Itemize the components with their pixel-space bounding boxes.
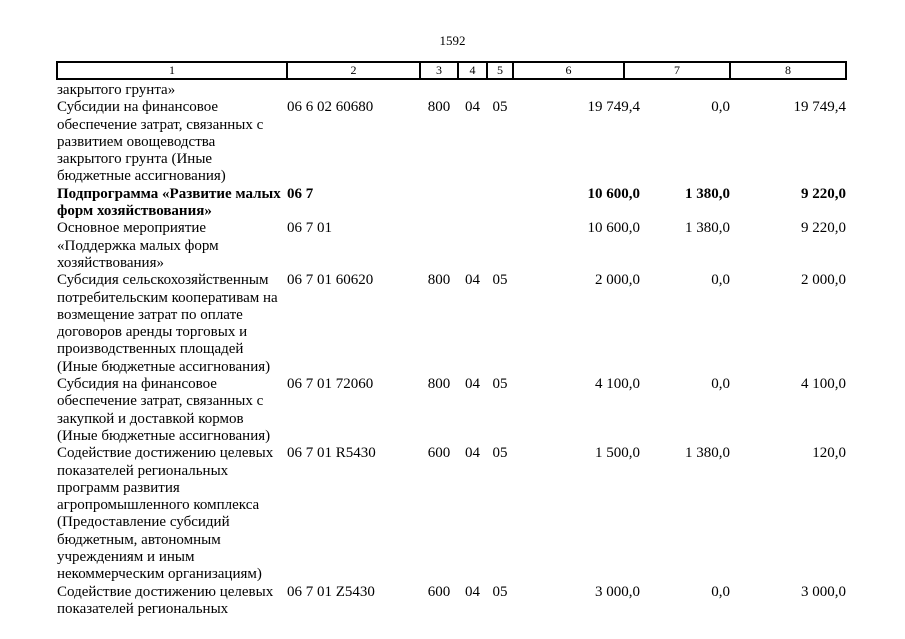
expense-type-cell: 800 xyxy=(427,99,451,116)
column-header-4: 4 xyxy=(457,61,488,80)
amount-col8-cell: 9 220,0 xyxy=(801,185,846,202)
subsection-code-cell: 05 xyxy=(492,583,508,600)
program-name-cell: Подпрограмма «Развитие малых форм хозяйс… xyxy=(57,185,281,220)
section-code-cell: 04 xyxy=(465,272,480,289)
amount-col6-cell: 10 600,0 xyxy=(587,220,641,237)
amount-col8-cell: 4 100,0 xyxy=(801,376,846,393)
amount-col7-cell: 1 380,0 xyxy=(685,445,730,462)
amount-col8-cell: 120,0 xyxy=(812,445,846,462)
budget-code-cell xyxy=(287,82,420,99)
section-code-cell: 04 xyxy=(465,376,480,393)
table-row: Субсидия сельскохозяйственным потребител… xyxy=(57,272,846,376)
section-code-cell: 04 xyxy=(465,445,480,462)
table-row: Основное мероприятие «Поддержка малых фо… xyxy=(57,220,846,272)
budget-code-cell: 06 7 xyxy=(287,185,314,202)
amount-col6-cell: 19 749,4 xyxy=(587,99,641,116)
amount-col7-cell: 1 380,0 xyxy=(685,220,730,237)
column-header-5: 5 xyxy=(486,61,514,80)
subsection-code-cell: 05 xyxy=(492,99,508,116)
column-header-8: 8 xyxy=(729,61,847,80)
table-row: закрытого грунта» xyxy=(57,82,846,99)
expense-type-cell: 800 xyxy=(427,272,451,289)
header-row: 1 2 3 4 5 6 7 8 xyxy=(56,61,847,80)
expense-type-cell: 800 xyxy=(427,376,451,393)
subsection-code-cell xyxy=(487,220,513,272)
subsection-code-cell: 05 xyxy=(492,445,508,462)
column-header-7: 7 xyxy=(623,61,731,80)
program-name-cell: Субсидии на финансовое обеспечение затра… xyxy=(57,99,264,185)
amount-col8-cell: 3 000,0 xyxy=(801,583,846,600)
section-code-cell xyxy=(458,220,487,272)
table-row: Субсидии на финансовое обеспечение затра… xyxy=(57,99,846,185)
section-code-cell xyxy=(458,82,487,99)
amount-col6-cell: 10 600,0 xyxy=(587,185,641,202)
expense-type-cell: 600 xyxy=(427,583,451,600)
section-code-cell: 04 xyxy=(465,99,480,116)
budget-code-cell: 06 7 01 xyxy=(287,220,332,237)
amount-col6-cell: 4 100,0 xyxy=(595,376,640,393)
subsection-code-cell xyxy=(487,186,513,221)
budget-table: закрытого грунта» Субсидии на финансовое… xyxy=(57,82,846,618)
column-header-3: 3 xyxy=(419,61,459,80)
table-row: Содействие достижению целевых показателе… xyxy=(57,445,846,583)
expense-type-cell xyxy=(420,82,458,99)
budget-code-cell: 06 7 01 R5430 xyxy=(287,445,376,462)
program-name-cell: Содействие достижению целевых показателе… xyxy=(57,445,274,583)
amount-col6-cell xyxy=(513,82,640,99)
program-name-cell: Субсидия сельскохозяйственным потребител… xyxy=(57,272,278,375)
budget-code-cell: 06 7 01 72060 xyxy=(287,376,374,393)
subsection-code-cell xyxy=(487,82,513,99)
program-name-cell: закрытого грунта» xyxy=(57,82,176,98)
amount-col7-cell: 0,0 xyxy=(711,376,730,393)
table-row: Подпрограмма «Развитие малых форм хозяйс… xyxy=(57,186,846,221)
column-header-2: 2 xyxy=(286,61,421,80)
table-row: Содействие достижению целевых показателе… xyxy=(57,584,846,619)
amount-col8-cell: 2 000,0 xyxy=(801,272,846,289)
amount-col7-cell: 1 380,0 xyxy=(685,185,730,202)
amount-col7-cell: 0,0 xyxy=(711,583,730,600)
subsection-code-cell: 05 xyxy=(492,272,508,289)
amount-col7-cell: 0,0 xyxy=(711,272,730,289)
column-header-1: 1 xyxy=(56,61,288,80)
amount-col6-cell: 1 500,0 xyxy=(595,445,640,462)
amount-col8-cell xyxy=(730,82,846,99)
amount-col7-cell: 0,0 xyxy=(711,99,730,116)
table-column-header-row: 1 2 3 4 5 6 7 8 xyxy=(56,61,847,80)
amount-col6-cell: 3 000,0 xyxy=(595,583,640,600)
subsection-code-cell: 05 xyxy=(492,376,508,393)
column-header-6: 6 xyxy=(512,61,625,80)
budget-code-cell: 06 7 01 Z5430 xyxy=(287,583,375,600)
amount-col7-cell xyxy=(640,82,730,99)
amount-col8-cell: 19 749,4 xyxy=(793,99,847,116)
budget-code-cell: 06 7 01 60620 xyxy=(287,272,374,289)
amount-col8-cell: 9 220,0 xyxy=(801,220,846,237)
program-name-cell: Основное мероприятие «Поддержка малых фо… xyxy=(57,220,219,271)
expense-type-cell: 600 xyxy=(427,445,451,462)
amount-col6-cell: 2 000,0 xyxy=(595,272,640,289)
program-name-cell: Содействие достижению целевых показателе… xyxy=(57,583,274,617)
program-name-cell: Субсидия на финансовое обеспечение затра… xyxy=(57,376,271,444)
expense-type-cell xyxy=(420,186,458,221)
page-number: 1592 xyxy=(439,33,466,48)
section-code-cell: 04 xyxy=(465,583,480,600)
table-row: Субсидия на финансовое обеспечение затра… xyxy=(57,376,846,445)
budget-code-cell: 06 6 02 60680 xyxy=(287,99,374,116)
section-code-cell xyxy=(458,186,487,221)
expense-type-cell xyxy=(420,220,458,272)
